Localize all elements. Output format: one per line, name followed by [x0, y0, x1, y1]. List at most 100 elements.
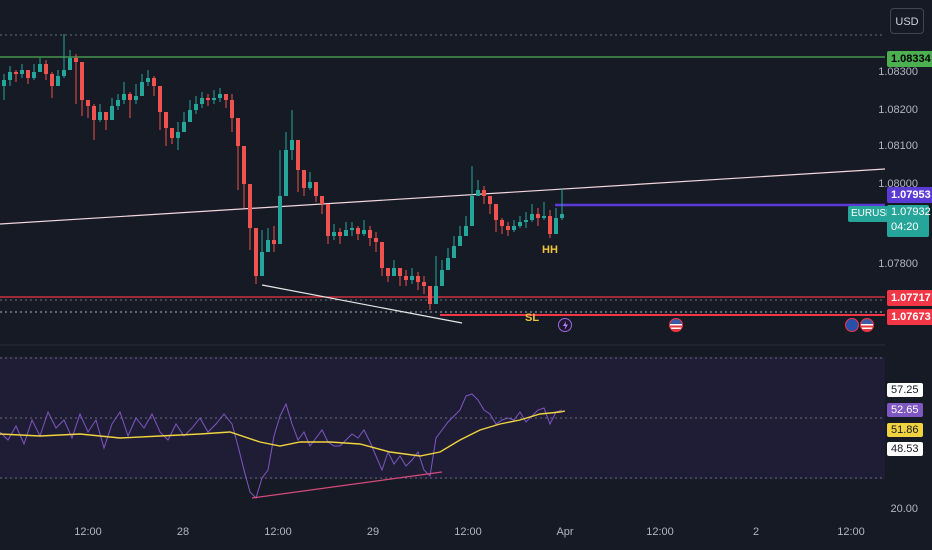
- candle-body: [2, 80, 6, 86]
- last-price-box: 1.07932 04:20: [887, 205, 931, 237]
- time-axis-label: 12:00: [837, 526, 865, 538]
- candle-body: [338, 232, 342, 236]
- candle-body: [386, 268, 390, 276]
- candle-body: [488, 196, 492, 204]
- candle-body: [98, 112, 102, 120]
- candle-body: [74, 58, 78, 62]
- price-chart-canvas[interactable]: [0, 0, 885, 550]
- candle-body: [38, 64, 42, 72]
- time-axis-label: 12:00: [646, 526, 674, 538]
- candle-body: [548, 216, 552, 234]
- candle-body: [218, 94, 222, 98]
- candle-body: [158, 86, 162, 112]
- last-price: 1.07932: [891, 206, 931, 218]
- candle-body: [500, 220, 504, 226]
- candle-body: [44, 64, 48, 74]
- candle-body: [320, 196, 324, 204]
- candle-body: [344, 230, 348, 236]
- candle-body: [14, 72, 18, 74]
- candle-body: [20, 70, 24, 74]
- candle-body: [416, 276, 420, 282]
- candle-body: [380, 242, 384, 268]
- currency-button[interactable]: USD: [890, 8, 924, 34]
- time-axis-label: 12:00: [264, 526, 292, 538]
- candle-body: [536, 214, 540, 218]
- price-axis-label: 1.07800: [878, 258, 918, 270]
- candle-body: [482, 190, 486, 196]
- candle-body: [194, 104, 198, 110]
- resistance-price-tag: 1.08334: [887, 51, 932, 67]
- candle-body: [392, 268, 396, 276]
- candle-body: [68, 58, 72, 70]
- candle-body: [362, 230, 366, 234]
- rsi-lower-band-tag: 48.53: [887, 442, 923, 456]
- candle-body: [434, 286, 438, 304]
- eu-flag-event-icon[interactable]: [845, 318, 859, 332]
- candle-body: [104, 112, 108, 120]
- candle-body: [398, 268, 402, 276]
- us-flag-event-icon[interactable]: [669, 318, 683, 332]
- candle-body: [206, 98, 210, 100]
- candle-body: [308, 182, 312, 188]
- candle-body: [530, 214, 534, 220]
- rsi-panel-background: [0, 357, 885, 479]
- candle-body: [542, 216, 546, 218]
- chart-area[interactable]: [0, 0, 885, 550]
- candle-body: [242, 146, 246, 184]
- candle-body: [182, 122, 186, 132]
- support-lower-price-tag: 1.07673: [887, 309, 932, 325]
- candle-body: [254, 228, 258, 276]
- candle-body: [8, 72, 12, 80]
- candle-body: [290, 140, 294, 150]
- candle-body: [410, 276, 414, 280]
- candle-body: [32, 72, 36, 78]
- bar-countdown: 04:20: [891, 221, 919, 233]
- candle-body: [284, 150, 288, 196]
- rsi-divergence-line: [251, 471, 443, 499]
- candle-body: [512, 226, 516, 230]
- candle-body: [26, 70, 30, 78]
- lightning-event-icon[interactable]: [558, 318, 572, 332]
- candle-body: [92, 106, 96, 120]
- candle-body: [440, 270, 444, 286]
- upper-trendline: [0, 168, 885, 225]
- candle-body: [314, 182, 318, 196]
- candle-body: [134, 96, 138, 100]
- support-upper-price-tag: 1.07717: [887, 290, 932, 306]
- candle-body: [224, 94, 228, 100]
- candle-body: [332, 232, 336, 236]
- candle-body: [278, 196, 282, 244]
- candle-body: [260, 252, 264, 276]
- candle-body: [326, 204, 330, 236]
- candle-body: [62, 70, 66, 76]
- candle-body: [110, 106, 114, 120]
- candle-body: [404, 276, 408, 280]
- hh-annotation: HH: [542, 244, 558, 256]
- candle-body: [458, 236, 462, 246]
- candle-body: [86, 100, 90, 106]
- rsi-line: [0, 393, 563, 499]
- candle-body: [56, 76, 60, 86]
- candle-body: [302, 170, 306, 188]
- time-axis-label: 2: [752, 526, 760, 538]
- candle-body: [266, 240, 270, 252]
- candle-body: [164, 112, 168, 128]
- target-price-tag: 1.07953: [887, 187, 932, 203]
- candle-body: [50, 74, 54, 86]
- rsi-upper-band-tag: 57.25: [887, 383, 923, 397]
- candle-body: [374, 238, 378, 242]
- candle-body: [494, 204, 498, 220]
- candle-body: [188, 110, 192, 122]
- time-axis-label: 29: [366, 526, 380, 538]
- candle-body: [116, 100, 120, 106]
- candle-body: [146, 78, 150, 82]
- us-flag-event-icon[interactable]: [860, 318, 874, 332]
- candle-body: [368, 230, 372, 238]
- candle-body: [152, 78, 156, 86]
- rsi-ma-line: [0, 410, 566, 457]
- sl-annotation: SL: [525, 312, 540, 324]
- candle-body: [446, 258, 450, 270]
- time-axis-label: Apr: [556, 526, 574, 538]
- candle-body: [128, 94, 132, 100]
- candle-body: [248, 184, 252, 228]
